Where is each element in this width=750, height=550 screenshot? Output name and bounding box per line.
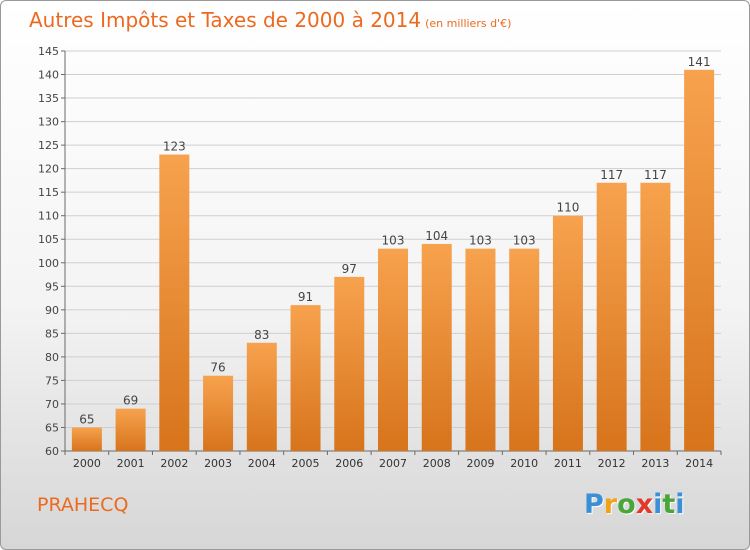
- bar-2012: [596, 182, 627, 451]
- y-tick-label: 65: [45, 421, 59, 434]
- bar-2007: [378, 248, 408, 451]
- x-tick-label-2014: 2014: [685, 457, 713, 470]
- bar-2000: [71, 427, 102, 451]
- x-tick-label-2010: 2010: [510, 457, 538, 470]
- bar-2005: [290, 305, 321, 451]
- x-tick-label-2002: 2002: [160, 457, 188, 470]
- chart-title: Autres Impôts et Taxes de 2000 à 2014 (en…: [29, 8, 511, 32]
- data-label-2004: 83: [254, 328, 269, 342]
- bar-2008: [421, 243, 452, 451]
- data-label-2010: 103: [513, 234, 536, 248]
- data-label-2001: 69: [123, 394, 138, 408]
- bar-2010: [509, 248, 540, 451]
- x-tick-label-2005: 2005: [292, 457, 320, 470]
- bar-2003: [203, 375, 234, 451]
- bar-2014: [684, 69, 715, 451]
- x-tick-label-2003: 2003: [204, 457, 232, 470]
- logo-letter: t: [662, 489, 676, 520]
- y-tick-label: 120: [38, 163, 59, 176]
- y-tick-label: 145: [38, 45, 59, 58]
- data-label-2006: 97: [342, 262, 357, 276]
- logo-letter: i: [675, 489, 685, 520]
- y-tick-label: 115: [38, 186, 59, 199]
- bar-2006: [334, 276, 365, 451]
- y-tick-label: 85: [45, 327, 59, 340]
- y-tick-label: 110: [38, 210, 59, 223]
- x-tick-label-2009: 2009: [466, 457, 494, 470]
- data-label-2009: 103: [469, 234, 492, 248]
- y-tick-label: 75: [45, 374, 59, 387]
- x-tick-label-2004: 2004: [248, 457, 276, 470]
- x-tick-label-2007: 2007: [379, 457, 407, 470]
- logo-letter: i: [653, 489, 663, 520]
- data-label-2008: 104: [425, 229, 448, 243]
- y-tick-label: 130: [38, 116, 59, 129]
- y-tick-label: 125: [38, 139, 59, 152]
- chart-title-text: Autres Impôts et Taxes de 2000 à 2014: [29, 8, 422, 32]
- x-tick-label-2011: 2011: [554, 457, 582, 470]
- bar-2013: [640, 182, 671, 451]
- logo-letter: r: [603, 489, 618, 520]
- y-tick-label: 95: [45, 280, 59, 293]
- y-tick-label: 105: [38, 233, 59, 246]
- chart-title-unit: (en milliers d'€): [425, 17, 512, 30]
- data-label-2003: 76: [210, 361, 225, 375]
- bar-2002: [159, 154, 190, 451]
- x-tick-label-2000: 2000: [73, 457, 101, 470]
- proxiti-logo: Proxiti: [584, 489, 685, 520]
- y-tick-label: 60: [45, 445, 59, 458]
- data-label-2005: 91: [298, 290, 313, 304]
- y-tick-label: 140: [38, 69, 59, 82]
- x-tick-label-2012: 2012: [598, 457, 626, 470]
- x-tick-label-2001: 2001: [117, 457, 145, 470]
- data-label-2000: 65: [79, 412, 94, 426]
- data-label-2012: 117: [600, 168, 623, 182]
- y-tick-label: 100: [38, 257, 59, 270]
- data-label-2013: 117: [644, 168, 667, 182]
- y-tick-label: 90: [45, 304, 59, 317]
- bar-2009: [465, 248, 496, 451]
- y-tick-label: 80: [45, 351, 59, 364]
- data-label-2011: 110: [556, 201, 579, 215]
- data-label-2007: 103: [382, 234, 405, 248]
- logo-letter: x: [635, 489, 654, 520]
- x-tick-label-2008: 2008: [423, 457, 451, 470]
- x-tick-label-2006: 2006: [335, 457, 363, 470]
- commune-name: PRAHECQ: [37, 494, 129, 516]
- bar-2001: [115, 408, 146, 451]
- bar-2011: [552, 215, 583, 451]
- x-tick-label-2013: 2013: [641, 457, 669, 470]
- y-tick-label: 70: [45, 398, 59, 411]
- logo-letter: P: [584, 489, 604, 520]
- logo-letter: o: [617, 489, 636, 520]
- y-tick-label: 135: [38, 92, 59, 105]
- data-label-2002: 123: [163, 140, 186, 154]
- bar-2004: [246, 342, 277, 451]
- data-label-2014: 141: [688, 55, 711, 69]
